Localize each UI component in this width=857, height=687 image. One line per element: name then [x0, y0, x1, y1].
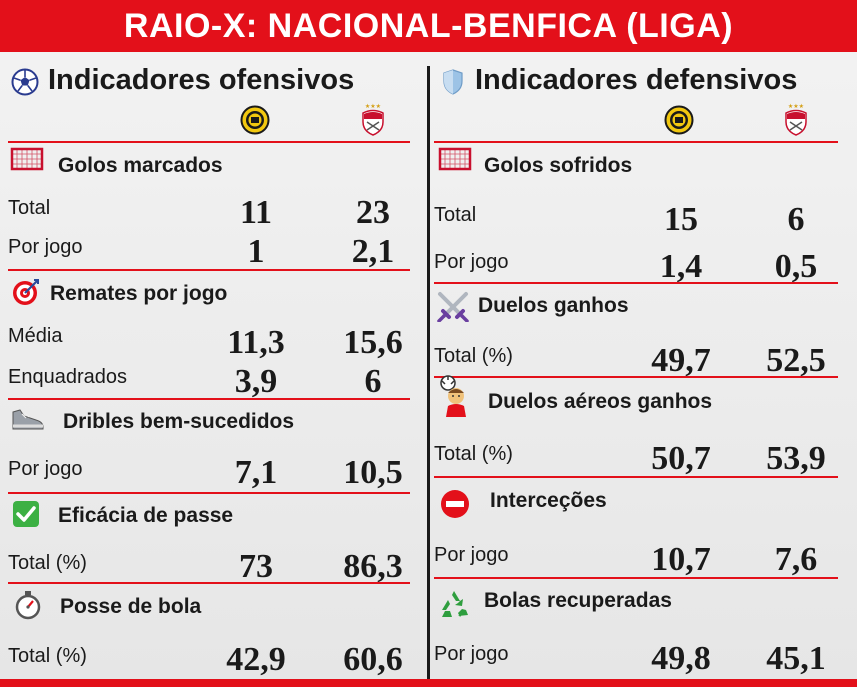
nacional-value: 49,7 [651, 342, 711, 379]
nacional-value: 3,9 [234, 363, 278, 400]
section-title: Golos sofridos [484, 154, 633, 177]
benfica-value: 23 [356, 194, 390, 231]
benfica-value: 53,9 [766, 440, 826, 477]
goal-net-icon [10, 147, 44, 171]
nacional-value: 42,9 [226, 641, 286, 678]
nacional-value: 11 [239, 194, 273, 231]
section-rule [434, 376, 838, 378]
section-title: Posse de bola [60, 595, 202, 618]
nacional-value: 73 [239, 548, 273, 585]
goal-net-icon [438, 147, 472, 171]
row-label: Por jogo [8, 458, 83, 480]
row-label: Por jogo [434, 251, 509, 273]
crossed-swords-icon [437, 292, 469, 322]
column-divider [427, 66, 430, 679]
benfica-crest: ★★★ [362, 103, 384, 136]
benfica-value: 86,3 [343, 548, 403, 585]
no-entry-icon [441, 490, 469, 518]
row-label: Total [434, 204, 477, 226]
row-label: Média [8, 325, 63, 347]
section-rule [8, 582, 410, 584]
svg-text:★★★: ★★★ [788, 103, 804, 110]
row-label: Total (%) [434, 443, 513, 465]
benfica-value: 2,1 [351, 233, 395, 270]
section-rule [8, 269, 410, 271]
sneaker-icon [12, 409, 44, 430]
nacional-value: 1 [247, 233, 265, 270]
defensive-title: Indicadores defensivos [475, 64, 798, 96]
header-player-icon [440, 375, 466, 417]
nacional-value: 11,3 [227, 324, 285, 361]
row-label: Por jogo [434, 544, 509, 566]
row-label: Por jogo [434, 643, 509, 665]
benfica-crest: ★★★ [785, 103, 807, 136]
section-rule [8, 398, 410, 400]
section-rule [8, 141, 410, 143]
bottom-accent-bar [0, 679, 857, 687]
nacional-value: 10,7 [651, 541, 711, 578]
section-title: Duelos ganhos [478, 294, 629, 317]
row-label: Total [8, 197, 51, 219]
target-icon [13, 279, 39, 305]
section-title: Golos marcados [58, 154, 223, 177]
section-rule [8, 492, 410, 494]
benfica-value: 6 [787, 201, 805, 238]
nacional-crest [240, 105, 270, 135]
recycle-icon [442, 591, 468, 617]
nacional-value: 15 [664, 201, 698, 238]
benfica-value: 10,5 [343, 454, 403, 491]
nacional-value: 7,1 [234, 454, 278, 491]
row-label: Enquadrados [8, 366, 127, 388]
benfica-value: 0,5 [774, 248, 818, 285]
row-label: Por jogo [8, 236, 83, 258]
benfica-value: 52,5 [766, 342, 826, 379]
row-label: Total (%) [434, 345, 513, 367]
offensive-title: Indicadores ofensivos [48, 64, 355, 96]
row-label: Total (%) [8, 645, 87, 667]
benfica-value: 6 [364, 363, 382, 400]
section-title: Eficácia de passe [58, 504, 234, 527]
soccer-ball-icon [11, 68, 39, 96]
nacional-value: 50,7 [651, 440, 711, 477]
section-title: Remates por jogo [50, 282, 228, 305]
section-rule [434, 282, 838, 284]
defensive-column: Indicadores defensivos ★★★ Golos sofrido… [430, 52, 857, 679]
nacional-value: 1,4 [659, 248, 703, 285]
section-rule [434, 476, 838, 478]
section-title: Interceções [490, 489, 607, 512]
section-title: Duelos aéreos ganhos [488, 390, 713, 413]
stopwatch-icon [15, 591, 41, 620]
nacional-value: 49,8 [651, 640, 711, 677]
benfica-value: 60,6 [343, 641, 403, 678]
offensive-column: Indicadores ofensivos ★★★ Golos marcados… [0, 52, 427, 679]
section-rule [434, 141, 838, 143]
section-title: Dribles bem-sucedidos [63, 410, 295, 433]
row-label: Total (%) [8, 552, 87, 574]
benfica-value: 45,1 [766, 640, 826, 677]
svg-text:★★★: ★★★ [365, 103, 381, 110]
benfica-value: 15,6 [343, 324, 403, 361]
section-title: Bolas recuperadas [484, 589, 672, 612]
shield-icon [443, 69, 463, 95]
page-title: RAIO-X: NACIONAL-BENFICA (LIGA) [0, 0, 857, 52]
nacional-crest [664, 105, 694, 135]
benfica-value: 7,6 [774, 541, 818, 578]
section-rule [434, 577, 838, 579]
checkmark-icon [13, 501, 39, 527]
